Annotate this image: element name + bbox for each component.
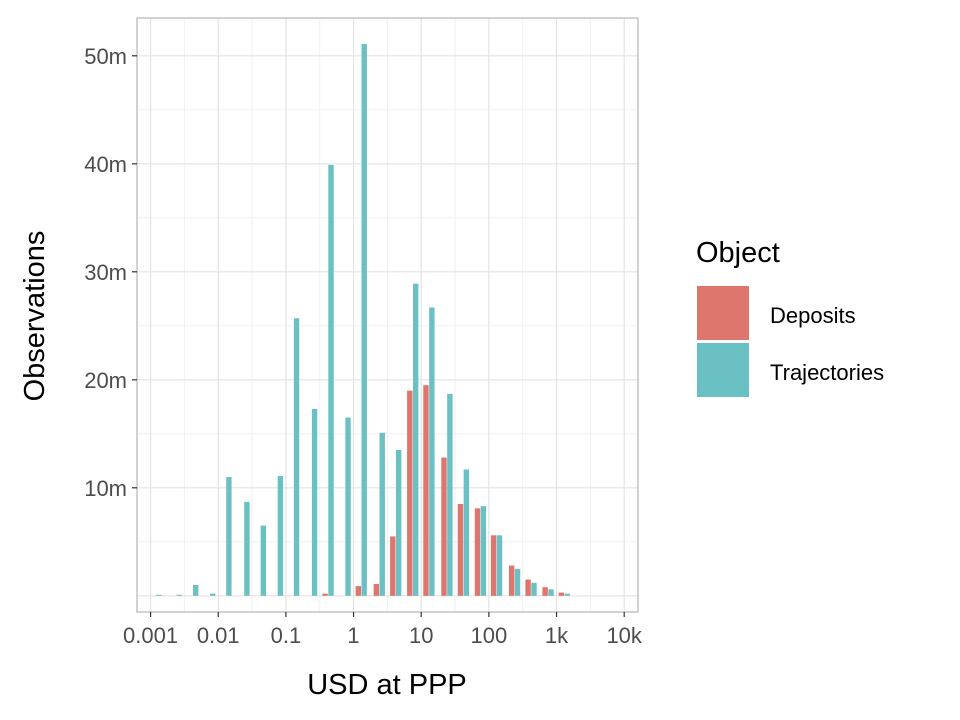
bar-trajectories xyxy=(447,393,453,596)
y-tick-label: 20m xyxy=(84,368,127,393)
bar-trajectories xyxy=(345,417,351,596)
x-tick-label: 0.01 xyxy=(197,623,240,648)
x-tick-label: 0.001 xyxy=(123,623,178,648)
x-tick-label: 1 xyxy=(347,623,359,648)
bar-trajectories xyxy=(192,585,199,596)
y-axis-title: Observations xyxy=(19,231,51,402)
legend-key-trajectories xyxy=(697,343,749,397)
bar-trajectories xyxy=(293,318,300,596)
bar-deposits xyxy=(508,565,515,596)
legend-key-deposits xyxy=(697,286,749,340)
bar-deposits xyxy=(474,508,481,596)
bar-trajectories xyxy=(311,408,318,596)
bar-deposits xyxy=(390,536,396,596)
y-tick-label: 40m xyxy=(84,152,127,177)
bar-trajectories xyxy=(328,164,334,596)
bar-trajectories xyxy=(226,477,232,596)
bar-trajectories xyxy=(531,582,537,596)
legend-label-trajectories: Trajectories xyxy=(770,360,884,385)
bar-trajectories xyxy=(260,525,267,596)
bar-trajectories xyxy=(395,450,402,596)
bar-deposits xyxy=(490,535,497,596)
major-gridlines xyxy=(137,18,638,612)
bar-deposits xyxy=(322,593,328,596)
bar-deposits xyxy=(525,579,531,596)
bar-deposits xyxy=(423,385,429,596)
bar-trajectories xyxy=(361,43,367,596)
y-tick-label: 30m xyxy=(84,260,127,285)
x-axis-title: USD at PPP xyxy=(307,669,467,701)
x-tick-label: 10k xyxy=(606,623,642,648)
bar-trajectories xyxy=(564,593,570,596)
legend-label-deposits: Deposits xyxy=(770,303,856,328)
bar-trajectories xyxy=(514,568,521,596)
x-tick-label: 10 xyxy=(409,623,433,648)
bar-trajectories xyxy=(429,307,435,596)
x-tick-label: 0.1 xyxy=(271,623,302,648)
legend-title: Object xyxy=(696,237,780,269)
bars xyxy=(156,43,570,596)
y-tick-label: 50m xyxy=(84,44,127,69)
bar-deposits xyxy=(355,586,362,596)
bar-deposits xyxy=(558,592,564,596)
bar-trajectories xyxy=(244,501,250,596)
y-tick-label: 10m xyxy=(84,476,127,501)
bar-trajectories xyxy=(176,594,182,596)
bar-deposits xyxy=(407,390,413,596)
bar-deposits xyxy=(542,587,548,596)
x-tick-label: 1k xyxy=(545,623,569,648)
x-tick-label: 100 xyxy=(471,623,508,648)
panel-border xyxy=(136,17,639,613)
bar-trajectories xyxy=(413,283,419,596)
bar-trajectories xyxy=(548,589,554,596)
bar-deposits xyxy=(373,583,380,596)
bar-deposits xyxy=(441,457,447,596)
bar-trajectories xyxy=(277,475,284,596)
bar-deposits xyxy=(457,504,464,596)
bar-trajectories xyxy=(210,593,216,596)
x-axis-ticks: 0.001 0.01 0.1 1 10 100 1k 10k xyxy=(123,612,643,648)
bar-trajectories xyxy=(379,432,385,596)
legend: Object Deposits Trajectories xyxy=(696,237,884,397)
bar-trajectories xyxy=(496,535,503,596)
minor-gridlines xyxy=(137,18,638,612)
bar-trajectories xyxy=(480,506,487,596)
y-axis-ticks: 10m 20m 30m 40m 50m xyxy=(84,44,137,501)
bar-trajectories xyxy=(463,469,470,596)
bar-trajectories xyxy=(156,594,162,596)
